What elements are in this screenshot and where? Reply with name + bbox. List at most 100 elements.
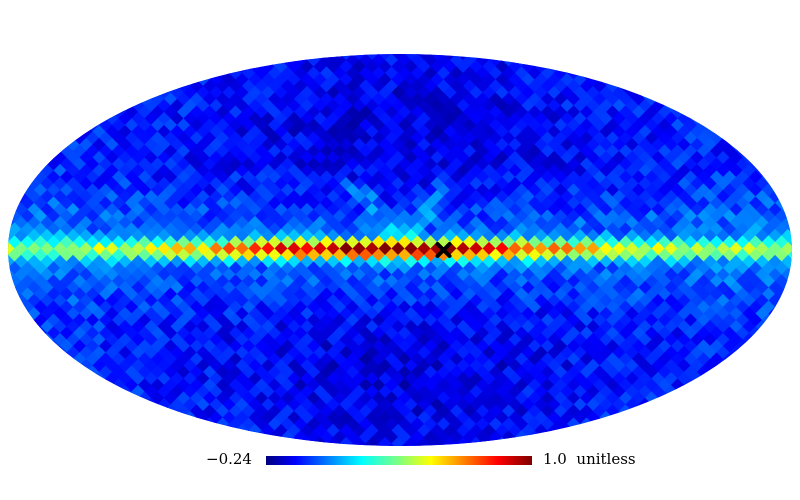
- map-pixel: [65, 241, 81, 257]
- map-pixel: [150, 79, 165, 94]
- map-pixel: [65, 176, 81, 192]
- map-pixel: [8, 202, 16, 218]
- map-pixel: [683, 92, 698, 107]
- map-pixel: [650, 397, 666, 413]
- map-pixel: [0, 229, 2, 243]
- map-pixel: [663, 397, 679, 413]
- map-pixel: [85, 196, 100, 211]
- map-pixel: [91, 241, 107, 257]
- map-pixel: [780, 306, 792, 322]
- map-pixel: [78, 241, 94, 257]
- map-pixel: [585, 423, 601, 439]
- map-pixel: [696, 378, 711, 393]
- map-pixel: [241, 105, 256, 120]
- map-pixel: [202, 79, 217, 94]
- map-pixel: [579, 92, 594, 107]
- map-pixel: [156, 98, 172, 114]
- map-pixel: [182, 423, 198, 439]
- map-pixel: [26, 150, 42, 166]
- map-pixel: [533, 85, 549, 101]
- map-pixel: [8, 248, 9, 263]
- map-pixel: [8, 235, 9, 250]
- map-pixel: [72, 144, 87, 159]
- map-pixel: [156, 410, 172, 426]
- map-pixel: [618, 92, 633, 107]
- map-pixel: [176, 66, 191, 81]
- map-pixel: [559, 98, 575, 114]
- map-pixel: [663, 111, 679, 127]
- map-pixel: [787, 170, 792, 185]
- map-pixel: [540, 105, 555, 120]
- map-pixel: [611, 111, 627, 127]
- map-pixel: [52, 124, 68, 140]
- map-pixel: [533, 98, 549, 114]
- map-pixel: [429, 436, 445, 446]
- map-pixel: [208, 98, 224, 114]
- map-pixel: [689, 98, 705, 114]
- map-pixel: [65, 189, 81, 205]
- map-pixel: [111, 144, 126, 159]
- map-pixel: [98, 391, 113, 406]
- map-pixel: [91, 176, 107, 192]
- map-pixel: [130, 98, 146, 114]
- map-pixel: [754, 345, 770, 361]
- map-pixel: [104, 150, 120, 166]
- map-pixel: [761, 144, 776, 159]
- map-pixel: [0, 203, 2, 217]
- map-pixel: [767, 319, 783, 335]
- map-pixel: [761, 157, 776, 172]
- map-pixel: [111, 157, 126, 172]
- map-pixel: [189, 105, 204, 120]
- map-pixel: [540, 54, 555, 68]
- map-pixel: [761, 326, 776, 341]
- map-pixel: [8, 209, 9, 224]
- map-pixel: [709, 118, 724, 133]
- map-pixel: [650, 85, 666, 101]
- map-pixel: [169, 111, 185, 127]
- map-pixel: [527, 105, 542, 120]
- map-pixel: [605, 417, 620, 432]
- map-pixel: [605, 66, 620, 81]
- map-pixel: [598, 59, 614, 75]
- map-pixel: [98, 131, 113, 146]
- map-pixel: [579, 79, 594, 94]
- map-pixel: [761, 339, 776, 354]
- map-pixel: [98, 157, 113, 172]
- map-pixel: [85, 235, 100, 250]
- map-pixel: [0, 216, 2, 230]
- map-pixel: [78, 189, 94, 205]
- map-pixel: [794, 281, 800, 295]
- map-pixel: [234, 98, 250, 114]
- map-pixel: [273, 436, 289, 446]
- map-pixel: [72, 222, 87, 237]
- map-pixel: [624, 410, 640, 426]
- map-pixel: [111, 196, 126, 211]
- map-pixel: [72, 183, 87, 198]
- map-pixel: [566, 430, 581, 445]
- map-pixel: [754, 150, 770, 166]
- map-pixel: [624, 72, 640, 88]
- map-pixel: [748, 339, 763, 354]
- map-pixel: [605, 105, 620, 120]
- mollweide-map: [0, 54, 800, 446]
- map-pixel: [228, 79, 243, 94]
- map-pixel: [169, 98, 185, 114]
- map-pixel: [585, 98, 601, 114]
- map-pixel: [735, 131, 750, 146]
- map-pixel: [130, 111, 146, 127]
- map-pixel: [709, 378, 724, 393]
- map-pixel: [241, 92, 256, 107]
- map-pixel: [20, 326, 35, 341]
- map-pixel: [221, 111, 237, 127]
- map-pixel: [8, 293, 16, 309]
- map-pixel: [702, 111, 718, 127]
- map-pixel: [624, 111, 640, 127]
- map-pixel: [228, 54, 243, 68]
- map-pixel: [748, 144, 763, 159]
- map-pixel: [780, 319, 792, 335]
- map-pixel: [559, 72, 575, 88]
- map-pixel: [8, 183, 9, 198]
- map-pixel: [540, 66, 555, 81]
- map-pixel: [98, 170, 113, 185]
- map-pixel: [605, 79, 620, 94]
